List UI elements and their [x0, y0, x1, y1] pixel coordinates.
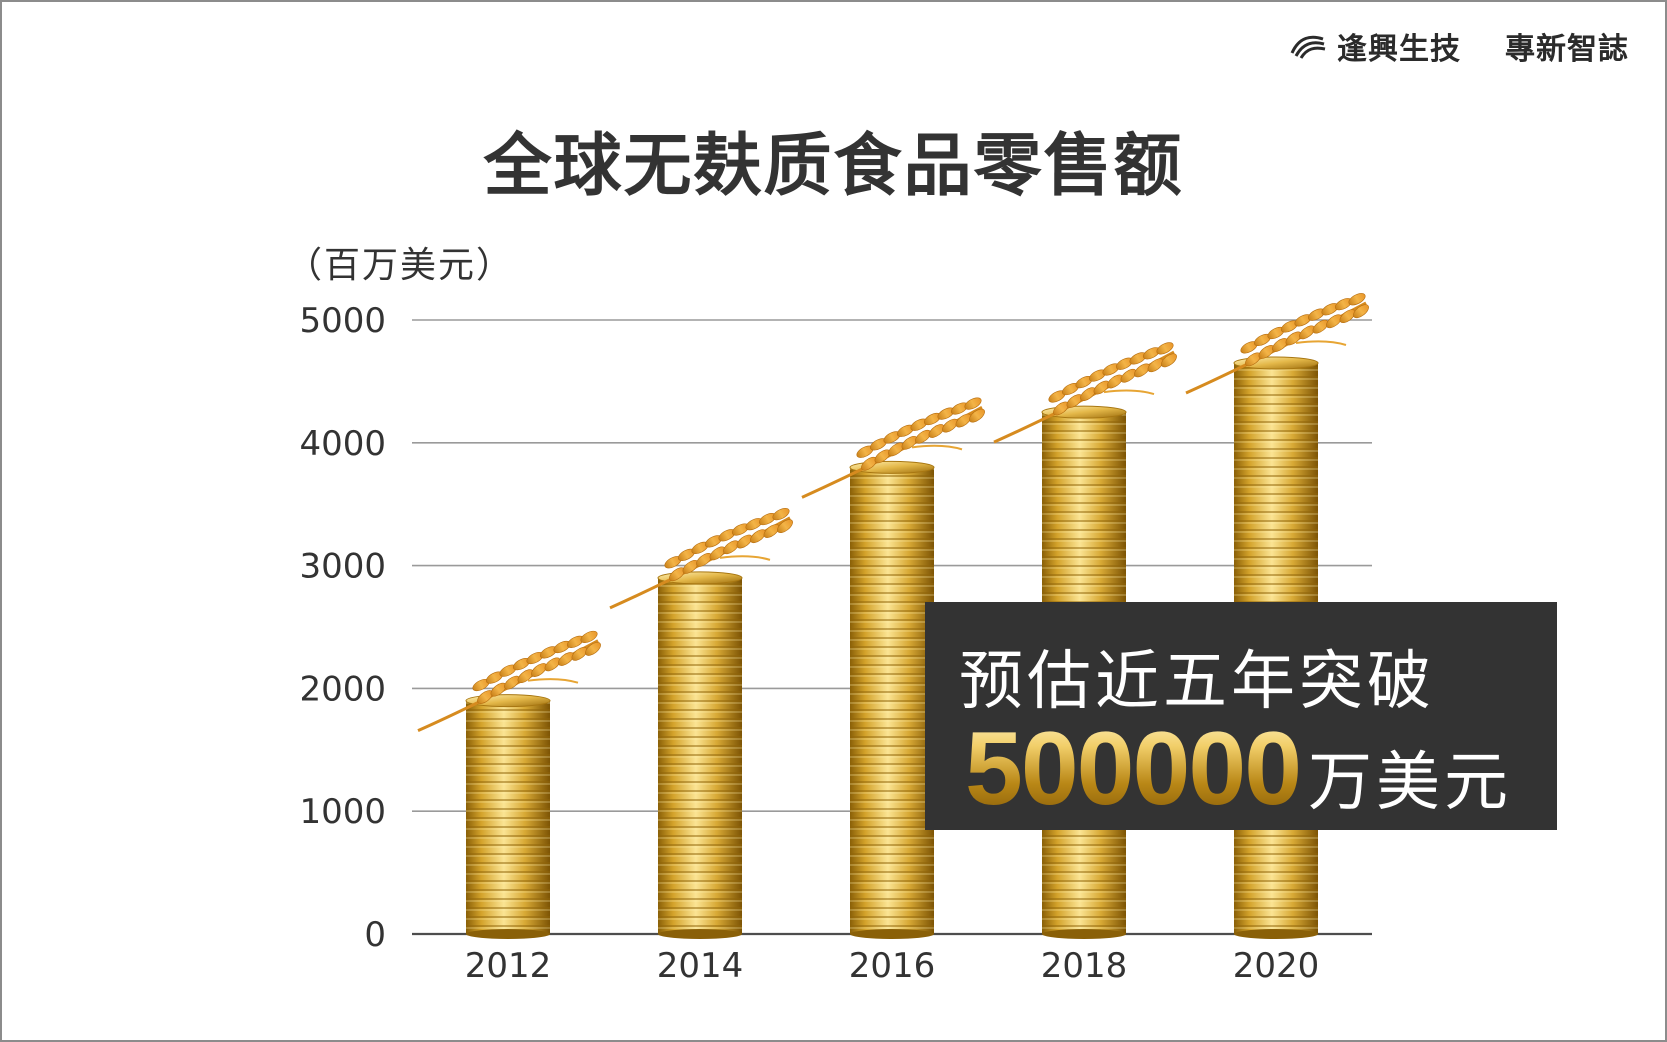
x-tick-label: 2018	[1041, 946, 1128, 986]
x-tick-label: 2020	[1233, 946, 1320, 986]
y-tick-label: 0	[364, 915, 386, 955]
chart-title: 全球无麸质食品零售额	[483, 127, 1184, 206]
y-tick-label: 4000	[299, 424, 386, 464]
y-tick-label: 5000	[299, 301, 386, 341]
forecast-callout: 预估近五年突破 500000 万美元	[925, 602, 1557, 830]
x-tick-label: 2012	[465, 946, 552, 986]
bar-coin-stack	[657, 571, 743, 939]
wheat-icon	[1185, 293, 1369, 395]
x-tick-label: 2016	[849, 946, 936, 986]
callout-number: 500000	[965, 711, 1302, 827]
y-axis-unit-label: （百万美元）	[286, 245, 515, 286]
brand-logo-icon	[1290, 35, 1326, 59]
bar-coin-stack	[849, 460, 935, 939]
y-tick-label: 2000	[299, 669, 386, 709]
brand-subtitle: 專新智誌	[1505, 32, 1629, 67]
brand-name: 逢興生技	[1337, 32, 1461, 67]
x-tick-label: 2014	[657, 946, 744, 986]
callout-suffix: 万美元	[1308, 746, 1513, 820]
wheat-icon	[609, 508, 793, 610]
wheat-icon	[993, 342, 1177, 444]
callout-line1: 预估近五年突破	[959, 645, 1435, 719]
callout-line2: 500000 万美元	[965, 710, 1512, 829]
bar-coin-stack	[465, 694, 551, 939]
brand-header: 逢興生技 專新智誌	[1289, 24, 1629, 68]
wheat-icon	[417, 630, 601, 733]
y-tick-label: 1000	[299, 792, 386, 832]
wheat-icon	[801, 397, 985, 499]
y-tick-label: 3000	[299, 547, 386, 587]
